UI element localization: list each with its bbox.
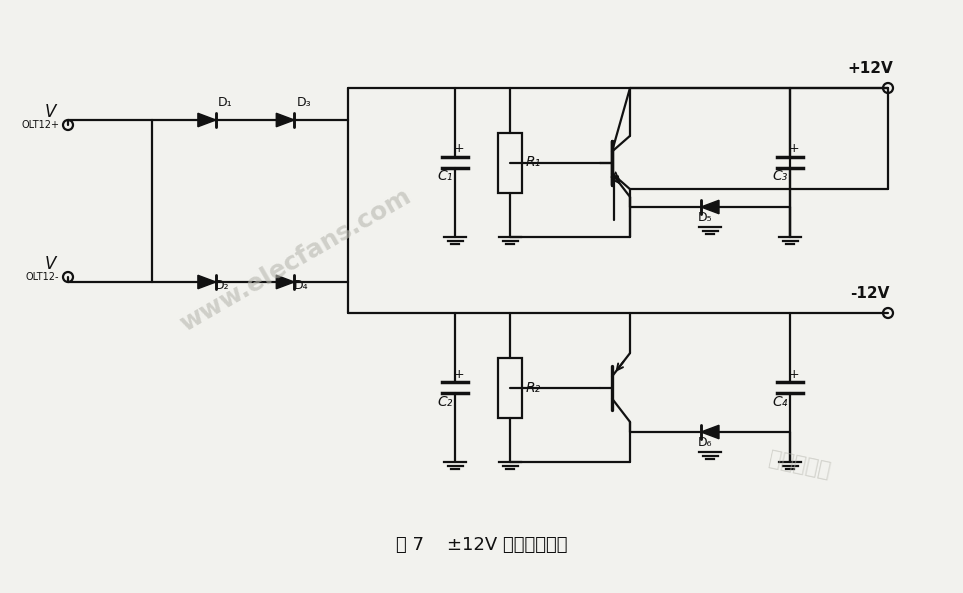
Text: 电子发烧友: 电子发烧友 [768, 449, 833, 482]
Text: R₁: R₁ [526, 155, 541, 170]
Text: OLT12-: OLT12- [25, 272, 59, 282]
Polygon shape [276, 113, 295, 127]
Text: R₂: R₂ [526, 381, 541, 394]
Text: www.elecfans.com: www.elecfans.com [175, 184, 415, 336]
Text: +: + [454, 368, 464, 381]
Text: $V$: $V$ [43, 103, 58, 121]
Text: +12V: +12V [847, 61, 893, 76]
Bar [498, 358, 522, 417]
Bar [498, 132, 522, 193]
Polygon shape [197, 113, 216, 127]
Polygon shape [701, 200, 719, 213]
Text: +: + [789, 142, 799, 155]
Text: C₂: C₂ [437, 394, 453, 409]
Text: D₄: D₄ [294, 279, 308, 292]
Polygon shape [276, 275, 295, 289]
Text: D₅: D₅ [697, 211, 713, 224]
Text: +: + [789, 368, 799, 381]
Text: C₃: C₃ [772, 170, 788, 183]
Text: +: + [454, 142, 464, 155]
Text: C₄: C₄ [772, 394, 788, 409]
Text: 图 7    ±12V 电压转换电路: 图 7 ±12V 电压转换电路 [396, 536, 567, 554]
Text: D₆: D₆ [698, 436, 713, 449]
Polygon shape [701, 425, 719, 439]
Text: -12V: -12V [850, 286, 890, 301]
Text: D₂: D₂ [215, 279, 229, 292]
Text: D₁: D₁ [218, 96, 232, 109]
Text: C₁: C₁ [437, 170, 453, 183]
Text: D₃: D₃ [297, 96, 311, 109]
Polygon shape [197, 275, 216, 289]
Text: OLT12+: OLT12+ [21, 120, 59, 130]
Text: $V$: $V$ [43, 255, 58, 273]
